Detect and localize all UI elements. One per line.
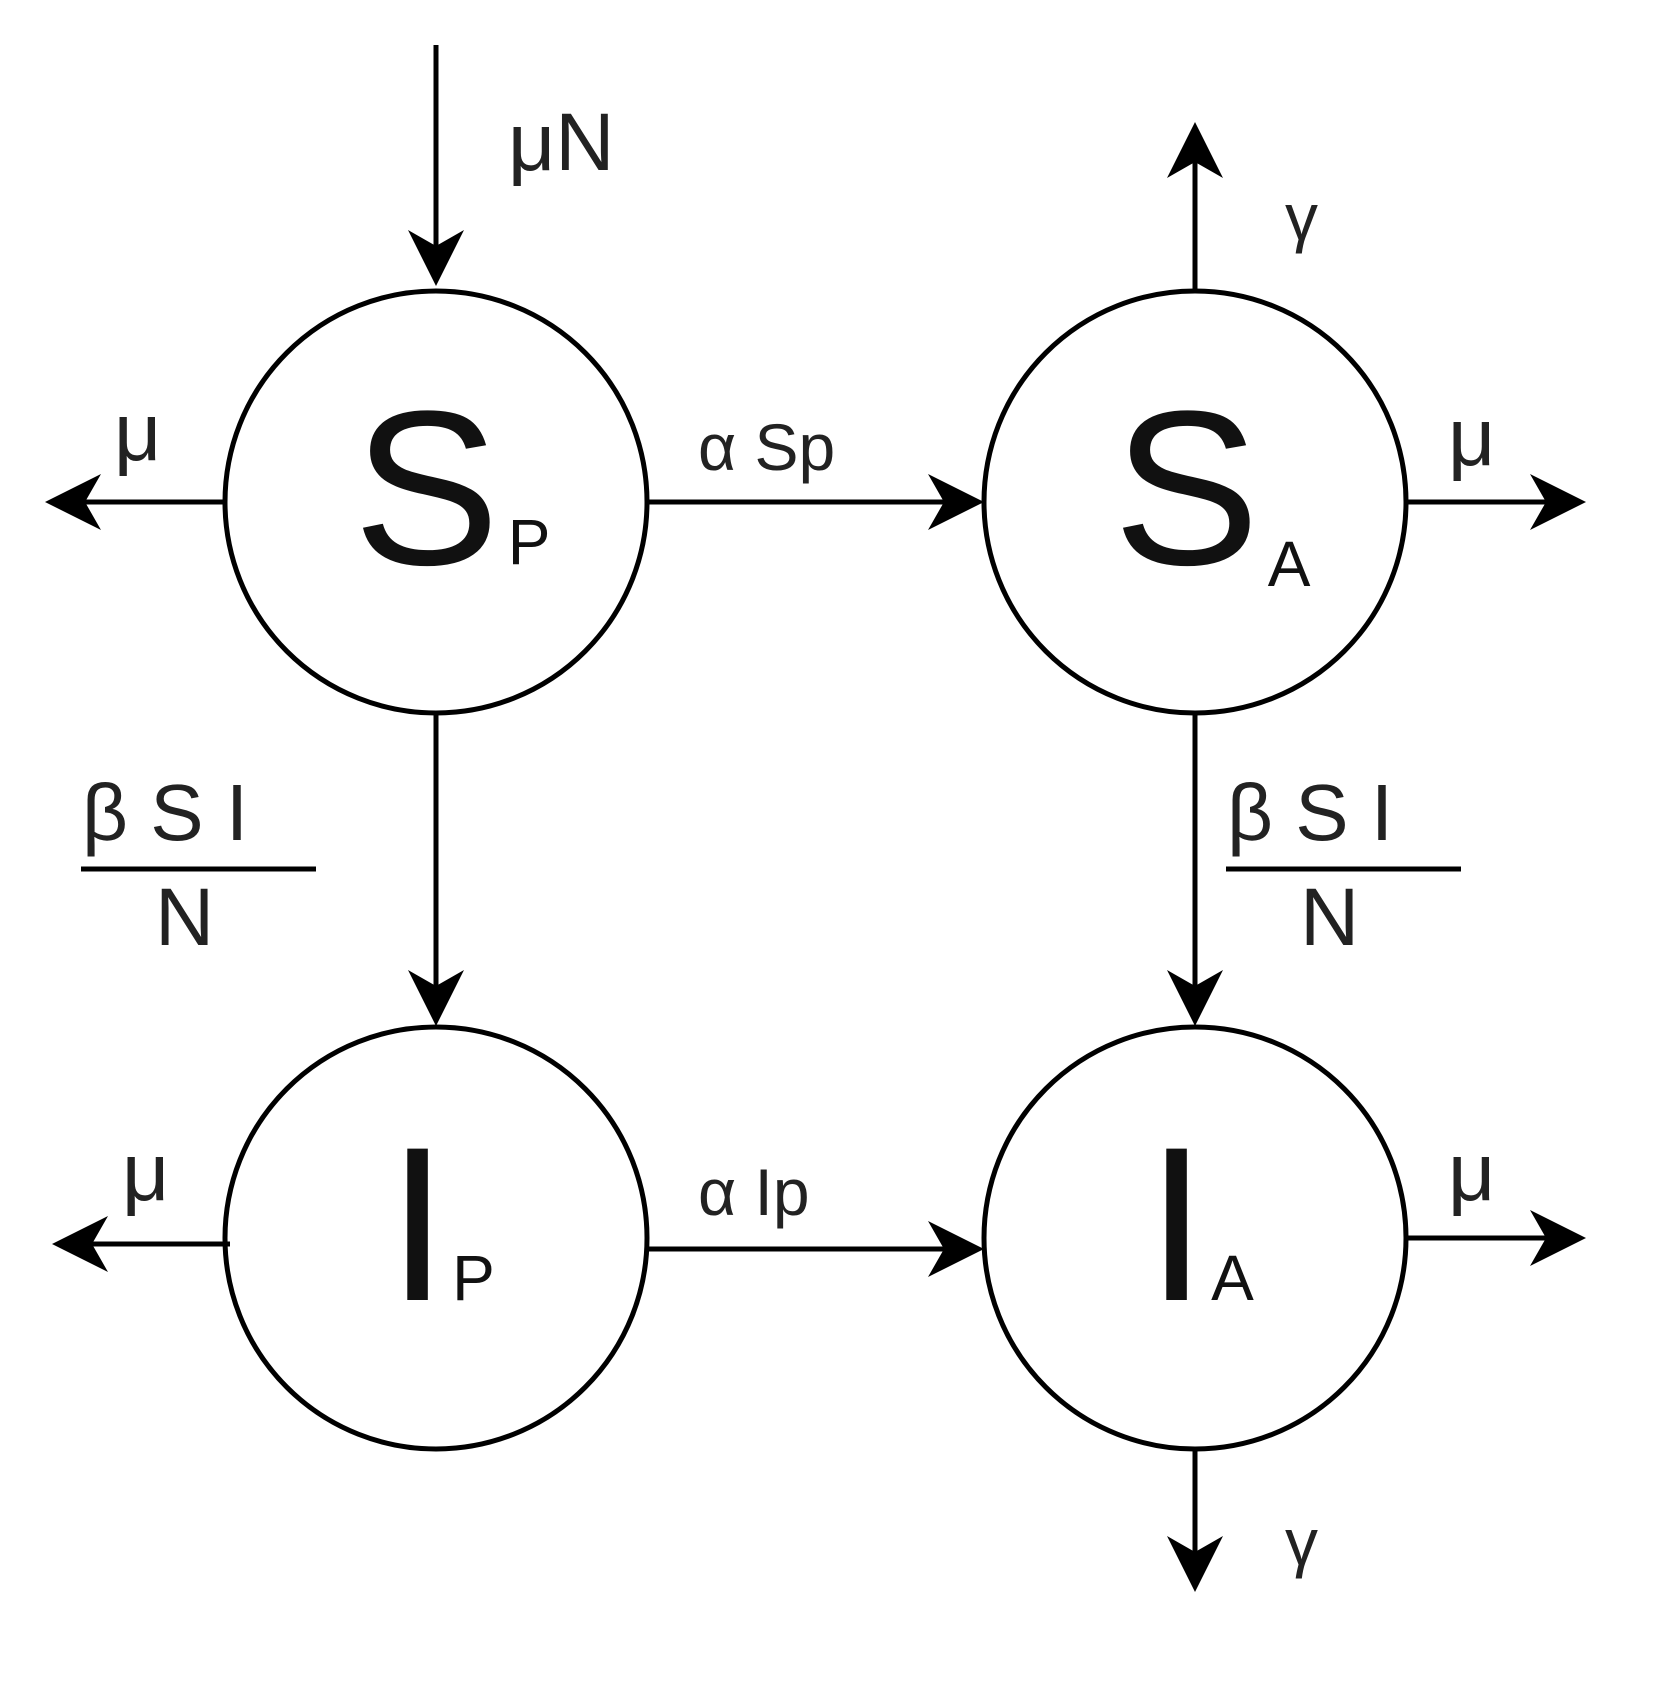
- arrow-ia-gamma: [1167, 1449, 1223, 1592]
- arrow-sa-to-ia: [1167, 713, 1223, 1026]
- arrow-birth: [408, 45, 464, 286]
- arrow-sp-to-ip: [408, 713, 464, 1026]
- arrow-sp-death: [45, 474, 225, 530]
- label-death-ip: μ: [122, 1127, 169, 1218]
- node-sa-subscript: A: [1268, 528, 1311, 600]
- label-alpha-sp: α Sp: [698, 410, 835, 484]
- node-ip-circle: [222, 1024, 650, 1452]
- label-death-ia: μ: [1448, 1127, 1495, 1218]
- arrow-ia-death: [1406, 1210, 1586, 1266]
- label-gamma-ia: γ: [1285, 1505, 1318, 1579]
- label-death-sa: μ: [1448, 392, 1495, 483]
- arrow-sa-gamma: [1167, 122, 1223, 291]
- node-ia-symbol: I: [1146, 1101, 1207, 1347]
- node-sa-symbol: S: [1113, 365, 1260, 611]
- node-sp-symbol: S: [353, 365, 500, 611]
- arrow-ip-to-ia: [647, 1221, 984, 1277]
- label-birth: μN: [508, 97, 614, 188]
- node-ip-subscript: P: [452, 1242, 495, 1314]
- label-infection-right-denominator: N: [1300, 872, 1359, 963]
- label-death-sp: μ: [114, 387, 161, 478]
- label-infection-left-numerator: β S I: [82, 768, 248, 857]
- label-gamma-sa: γ: [1285, 180, 1318, 254]
- node-ia-label: IA: [1146, 1101, 1254, 1347]
- arrow-ip-death: [52, 1216, 230, 1272]
- arrow-sa-death: [1406, 474, 1586, 530]
- label-alpha-ip: α Ip: [698, 1155, 810, 1229]
- label-infection-left-denominator: N: [155, 872, 214, 963]
- node-ia-subscript: A: [1211, 1242, 1254, 1314]
- node-ip-symbol: I: [387, 1101, 448, 1347]
- node-ip-label: IP: [387, 1101, 495, 1347]
- arrow-sp-to-sa: [647, 474, 984, 530]
- node-sp-subscript: P: [508, 506, 551, 578]
- label-infection-right-numerator: β S I: [1227, 768, 1393, 857]
